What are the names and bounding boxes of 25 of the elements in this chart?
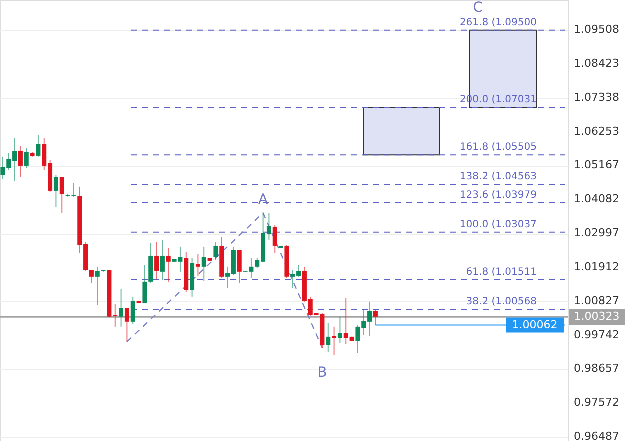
y-tick-label: 1.08423 — [574, 56, 620, 70]
ref-line-label: 138.2 (1.04563 — [460, 172, 537, 183]
annotation: A — [258, 192, 269, 208]
ref-line-label: 1.00062 — [512, 318, 558, 332]
y-tick-label: 1.09508 — [574, 23, 620, 36]
ref-line-label: 61.8 (1.01511 — [466, 267, 537, 278]
y-tick-label: 1.01912 — [574, 260, 620, 274]
ref-line-label: 100.0 (1.03037 — [460, 219, 537, 230]
annotation: C — [473, 0, 484, 16]
annotation: B — [318, 365, 328, 382]
y-tick-label: 0.99742 — [574, 328, 620, 342]
y-tick-label: 1.02997 — [574, 226, 620, 240]
y-tick-label: 0.98657 — [574, 362, 620, 376]
y-tick-label: 1.07338 — [574, 90, 620, 104]
y-tick-label: 1.05167 — [574, 158, 620, 172]
ref-line-label: 161.8 (1.05505 — [460, 142, 537, 154]
y-tick-label: 1.04082 — [574, 192, 620, 206]
ref-line-label: 123.6 (1.03979 — [460, 190, 537, 201]
y-tick-label: 0.97572 — [574, 396, 620, 410]
y-tick-label: 1.00827 — [574, 294, 620, 308]
ref-line-label: 1.00323 — [574, 310, 620, 324]
y-tick-label: 0.96487 — [574, 430, 620, 441]
ref-line-label: 38.2 (1.00568 — [466, 296, 537, 308]
y-tick-label: 1.06253 — [574, 124, 620, 138]
ref-line-label: 261.8 (1.09500 — [460, 17, 537, 28]
